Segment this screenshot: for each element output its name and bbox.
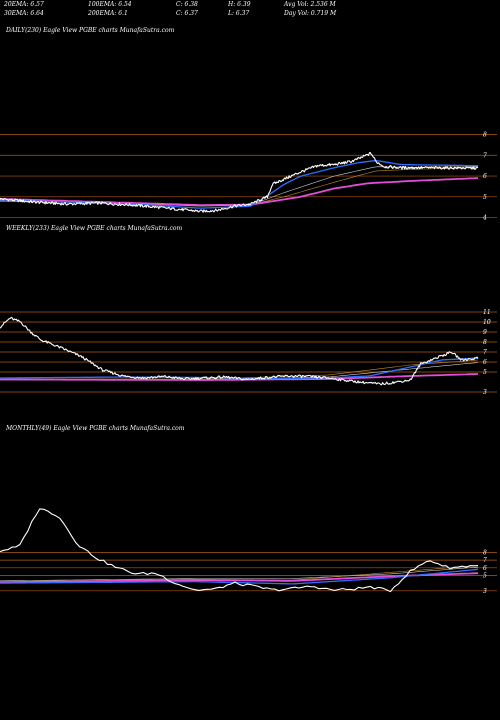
weekly-price-line: [0, 316, 479, 386]
weekly-tick-label: 9: [483, 329, 487, 336]
weekly-tick-label: 11: [483, 309, 491, 316]
monthly-tick-label: 6: [483, 565, 487, 572]
weekly-ema-magenta-line: [0, 373, 479, 381]
ema100-value: 100EMA: 6.54: [88, 1, 132, 8]
daily-price-line: [0, 151, 479, 213]
daily-tick-label: 6: [483, 173, 487, 180]
monthly-tick-label: 3: [483, 588, 487, 595]
weekly-tick-label: 7: [483, 349, 487, 356]
daily-chart: 8 7 6 5 4: [0, 132, 497, 222]
ema20-value: 20EMA: 6.57: [4, 1, 44, 8]
monthly-tick-label: 8: [483, 549, 487, 556]
daily-tick-label: 7: [483, 152, 487, 159]
high-value: H: 6.39: [228, 1, 251, 8]
daily-tick-label: 4: [482, 215, 487, 222]
ema30-value: 30EMA: 6.64: [4, 10, 44, 17]
close-value-1: C: 6.38: [176, 1, 198, 8]
weekly-chart: 11 10 9 8 7 6 5 3: [0, 309, 497, 396]
ema200-value: 200EMA: 6.1: [88, 10, 128, 17]
monthly-price-line: [0, 508, 479, 593]
weekly-chart-title: WEEKLY(233) Eagle View PGBE charts Munaf…: [6, 225, 183, 232]
weekly-tick-label: 8: [483, 339, 487, 346]
daily-tick-label: 8: [483, 132, 487, 139]
daily-ema-magenta-line: [0, 177, 479, 206]
daily-tick-label: 5: [483, 194, 487, 201]
monthly-ema-long-line: [0, 566, 479, 582]
daily-ema-long-line: [0, 166, 478, 207]
weekly-tick-label: 10: [483, 319, 491, 326]
daily-ema-mid-line: [0, 167, 479, 206]
monthly-ema-magenta-line: [0, 572, 479, 584]
low-value: L: 6.37: [228, 10, 250, 17]
daily-chart-title: DAILY(230) Eagle View PGBE charts Munafa…: [6, 27, 175, 34]
weekly-tick-label: 5: [483, 369, 487, 376]
avg-vol-value: Avg Vol: 2.536 M: [284, 1, 336, 8]
day-vol-value: Day Vol: 0.719 M: [284, 10, 337, 17]
monthly-chart-title: MONTHLY(49) Eagle View PGBE charts Munaf…: [6, 425, 185, 432]
monthly-ema-blue-line: [0, 568, 479, 585]
weekly-tick-label: 3: [483, 389, 487, 396]
close-value-2: C: 6.37: [176, 10, 198, 17]
monthly-tick-label: 5: [483, 572, 487, 579]
monthly-tick-label: 7: [483, 557, 487, 564]
weekly-tick-label: 6: [483, 359, 487, 366]
